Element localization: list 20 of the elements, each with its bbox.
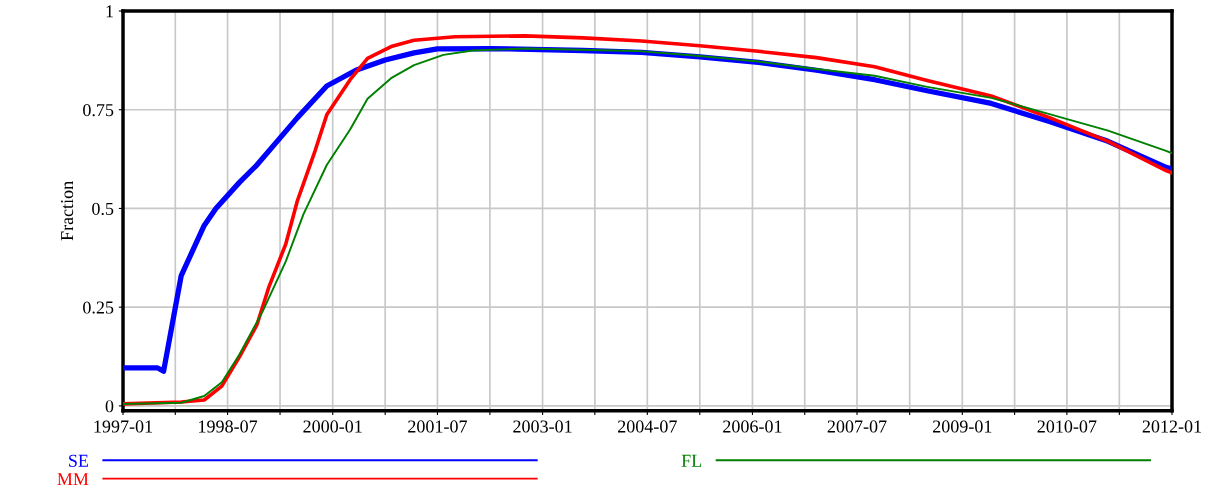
x-tick-label: 2006-01	[723, 420, 782, 433]
x-tick-label: 2004-07	[618, 420, 677, 433]
y-tick-label: 0	[105, 400, 114, 413]
y-tick-label: 0.25	[83, 301, 114, 314]
y-axis-title: Fraction	[61, 181, 74, 241]
text: SE	[69, 454, 89, 467]
x-tick-label: 2010-07	[1037, 420, 1097, 433]
x-tick-label: 1997-01	[94, 420, 153, 433]
text: MM	[57, 473, 89, 485]
x-tick-label: 2012-01	[1142, 420, 1202, 433]
x-tick-label: 2009-01	[933, 420, 992, 433]
x-tick-label: 2000-01	[303, 420, 362, 433]
x-tick-label: 2001-07	[408, 420, 468, 433]
y-tick-label: 0.75	[83, 104, 114, 117]
y-tick-label: 1	[106, 5, 113, 18]
x-tick-label: 2003-01	[513, 420, 572, 433]
y-tick-label: 0.5	[92, 202, 114, 215]
x-tick-label: 1998-07	[199, 420, 258, 433]
text: FL	[681, 454, 702, 467]
x-tick-label: 2007-07	[827, 420, 887, 433]
